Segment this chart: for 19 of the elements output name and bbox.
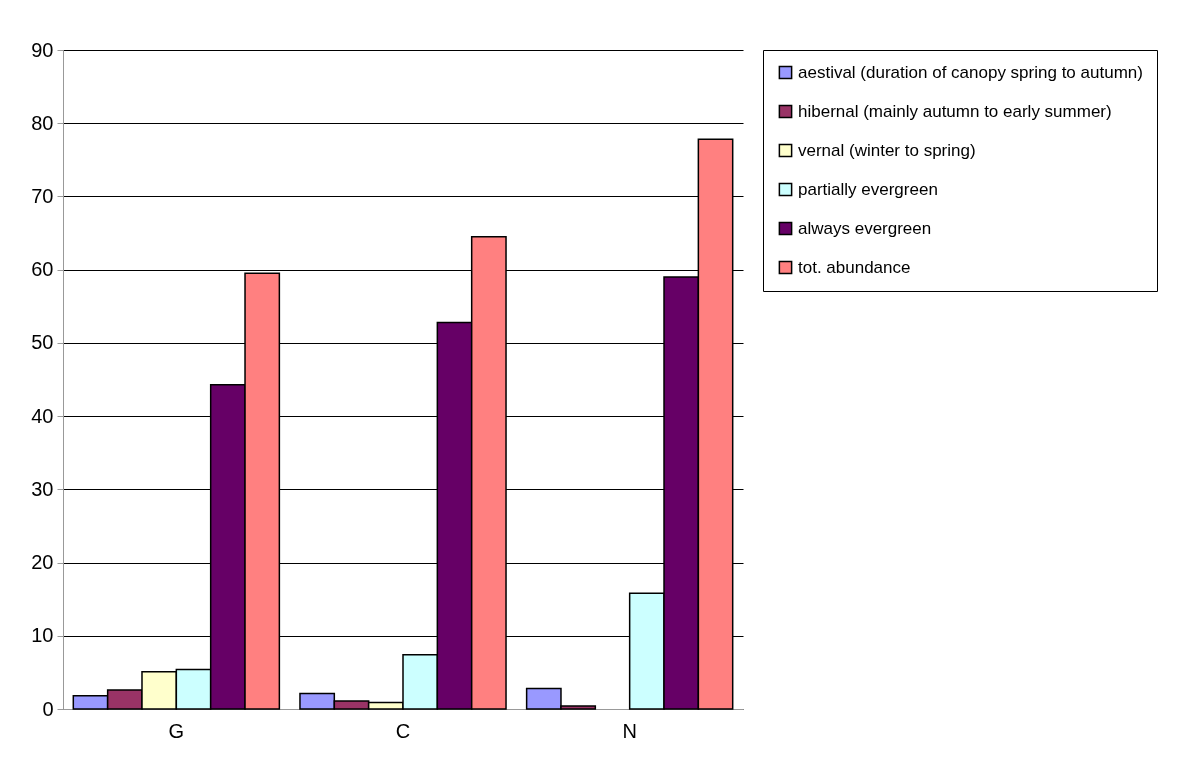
y-tick-label: 50: [31, 331, 54, 354]
x-tick-label: N: [622, 719, 637, 742]
y-tick-label: 90: [31, 38, 54, 61]
y-tick-label: 70: [31, 184, 54, 207]
x-tick-label: G: [168, 719, 185, 742]
x-tick-label: C: [395, 719, 411, 742]
legend-label: always evergreen: [798, 218, 932, 238]
y-tick-label: 80: [31, 111, 54, 134]
y-tick-label: 20: [31, 551, 54, 574]
legend-label: partially evergreen: [798, 179, 938, 199]
legend-label: hibernal (mainly autumn to early summer): [798, 101, 1112, 121]
y-tick-label: 10: [31, 624, 54, 647]
y-tick-label: 60: [31, 258, 54, 281]
legend-label: aestival (duration of canopy spring to autumn): [798, 62, 1143, 82]
y-tick-label: 40: [31, 404, 54, 427]
legend-label: vernal (winter to spring): [798, 140, 976, 160]
legend-label: tot. abundance: [798, 257, 911, 277]
y-tick-label: 30: [31, 477, 54, 500]
y-tick-label: 0: [42, 697, 54, 720]
